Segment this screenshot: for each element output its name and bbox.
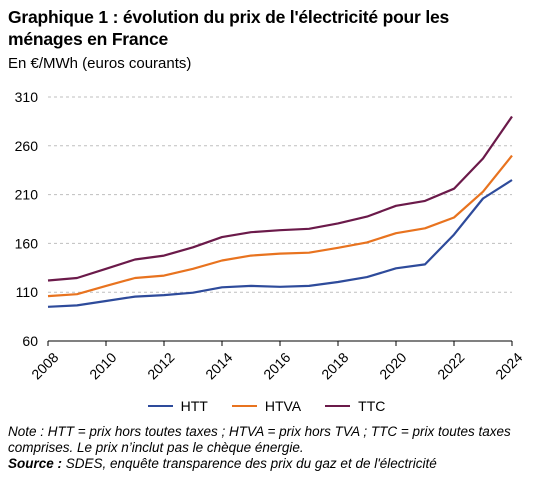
y-tick-label: 260 xyxy=(15,138,39,154)
chart-subtitle: En €/MWh (euros courants) xyxy=(8,55,192,72)
x-tick-label: 2024 xyxy=(492,349,525,382)
chart-note: Note : HTT = prix hors toutes taxes ; HT… xyxy=(8,424,511,455)
legend-label: HTVA xyxy=(264,398,302,414)
series-line-htva xyxy=(47,154,513,298)
line-chart: 60 110 160 210 260 310 2008 2010 2012 2014 2016 20… xyxy=(15,89,526,383)
y-tick-label: 60 xyxy=(22,333,38,349)
legend-item-ttc: TTC xyxy=(325,398,385,414)
legend-label: TTC xyxy=(358,398,386,414)
series-line-htt xyxy=(47,179,513,308)
legend-swatch xyxy=(231,404,257,408)
y-tick-label: 210 xyxy=(15,187,39,203)
y-tick-label: 310 xyxy=(15,89,39,105)
x-tick-label: 2018 xyxy=(318,349,351,382)
x-tick-label: 2022 xyxy=(434,349,467,382)
x-tick-label: 2012 xyxy=(144,349,177,382)
source-text: SDES, enquête transparence des prix du g… xyxy=(62,456,437,471)
series-line-ttc xyxy=(47,115,513,282)
legend-item-htva: HTVA xyxy=(231,398,302,414)
chart-source: Source : SDES, enquête transparence des … xyxy=(8,456,528,472)
y-tick-label: 160 xyxy=(15,235,39,251)
legend-item-htt: HTT xyxy=(147,398,208,414)
source-label: Source : xyxy=(8,456,63,471)
x-tick-label: 2016 xyxy=(260,349,293,382)
x-tick-label: 2010 xyxy=(86,349,119,382)
x-tick-label: 2008 xyxy=(28,349,61,382)
legend-label: HTT xyxy=(180,398,208,414)
chart-legend: HTT HTVA TTC xyxy=(0,398,533,414)
legend-swatch xyxy=(325,404,351,408)
x-tick-label: 2020 xyxy=(376,349,409,382)
chart-title: Graphique 1 : évolution du prix de l'éle… xyxy=(8,7,450,49)
legend-swatch xyxy=(147,404,173,408)
y-tick-label: 110 xyxy=(16,284,39,300)
x-tick-label: 2014 xyxy=(202,349,235,382)
